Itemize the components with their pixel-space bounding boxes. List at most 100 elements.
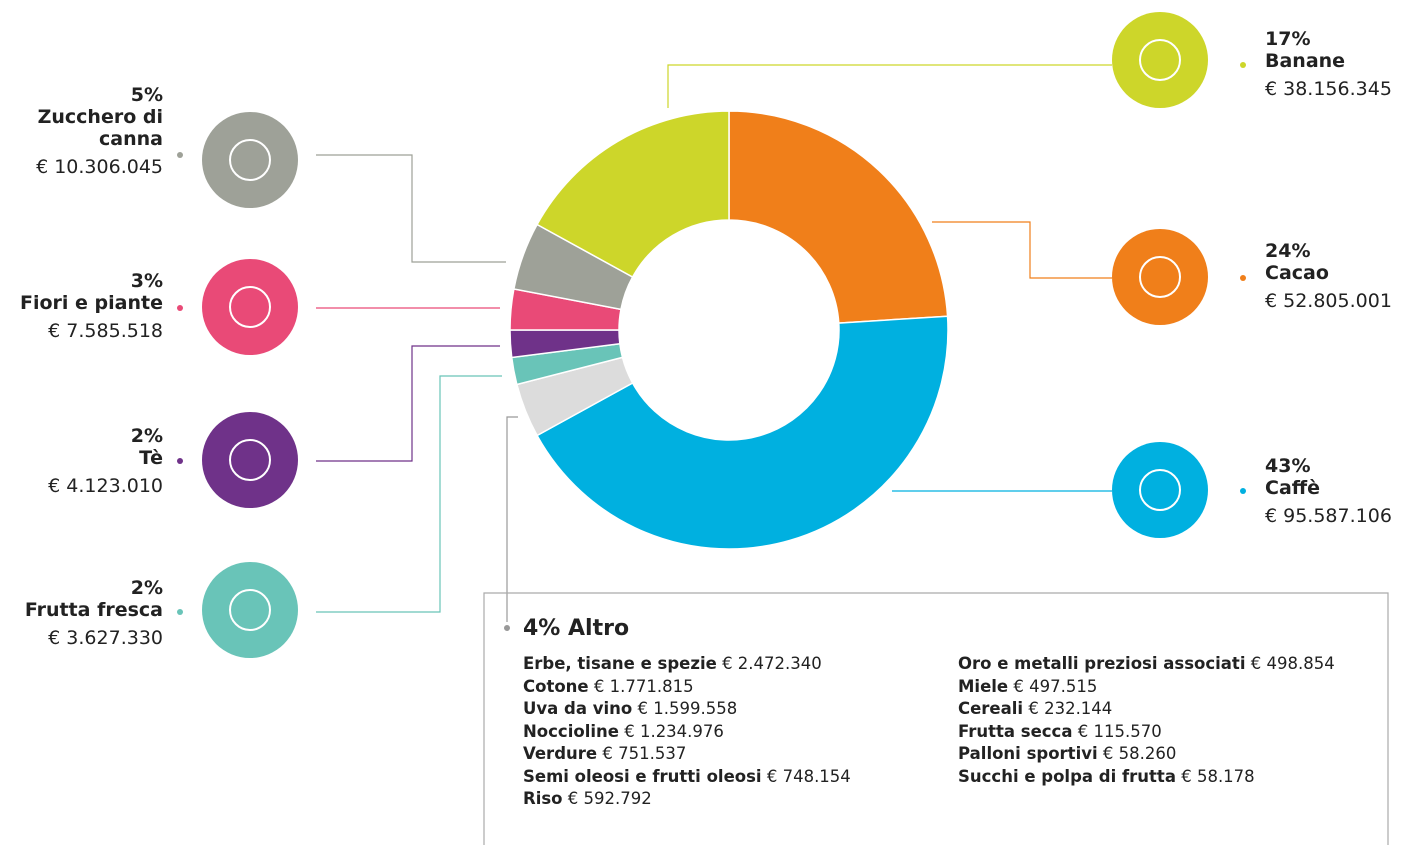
item-amount: € 592.792: [567, 789, 652, 808]
item-amount: € 58.260: [1102, 744, 1177, 763]
item-name: Noccioline: [523, 721, 619, 741]
slice-label: 17% Banane € 38.156.345: [1265, 28, 1405, 100]
item-name: Miele: [958, 676, 1009, 696]
connector: [932, 221, 1112, 279]
altro-item: Palloni sportivi € 58.260: [958, 744, 1176, 763]
item-name: Riso: [523, 789, 563, 808]
item-name: Erbe, tisane e spezie: [523, 654, 717, 673]
item-name: Succhi e polpa di frutta: [958, 766, 1176, 786]
altro-box: [483, 592, 1389, 845]
slice-label: 43% Caffè € 95.587.106: [1265, 455, 1405, 527]
category: Fiori e piante: [20, 292, 163, 314]
item-amount: € 115.570: [1077, 721, 1162, 741]
icon: [229, 589, 271, 631]
percent: 2%: [130, 577, 163, 599]
item-amount: € 748.154: [766, 766, 851, 786]
altro-name: Altro: [568, 616, 630, 641]
altro-item: Cotone € 1.771.815: [523, 677, 694, 696]
altro-item: Verdure € 751.537: [523, 744, 686, 763]
dot: [177, 305, 183, 311]
percent: 17%: [1265, 28, 1311, 50]
altro-title: 4% Altro: [523, 616, 629, 641]
altro-item: Oro e metalli preziosi associati € 498.8…: [958, 654, 1335, 673]
percent: 5%: [130, 84, 163, 106]
item-name: Cereali: [958, 699, 1024, 718]
icon-circle: [202, 412, 298, 508]
icon: [229, 286, 271, 328]
altro-item: Semi oleosi e frutti oleosi € 748.154: [523, 767, 851, 786]
category: Banane: [1265, 50, 1346, 72]
category: Zucchero di canna: [37, 106, 163, 150]
item-name: Frutta secca: [958, 721, 1073, 741]
dot: [1240, 62, 1246, 68]
altro-item: Cereali € 232.144: [958, 699, 1112, 718]
item-amount: € 751.537: [602, 744, 687, 763]
item-amount: € 58.178: [1181, 766, 1255, 786]
category: Cacao: [1265, 262, 1329, 284]
icon: [1139, 469, 1181, 511]
altro-item: Succhi e polpa di frutta € 58.178: [958, 767, 1255, 786]
icon-circle: [1112, 12, 1208, 108]
altro-item: Frutta secca € 115.570: [958, 722, 1162, 741]
slice: [536, 110, 730, 279]
amount: € 10.306.045: [36, 156, 163, 178]
item-name: Verdure: [523, 744, 598, 763]
icon: [1139, 39, 1181, 81]
icon: [1139, 256, 1181, 298]
item-amount: € 232.144: [1028, 699, 1113, 718]
icon-circle: [202, 112, 298, 208]
dot: [177, 458, 183, 464]
altro-item: Uva da vino € 1.599.558: [523, 699, 737, 718]
connector: [316, 345, 500, 462]
icon-circle: [1112, 442, 1208, 538]
slice: [728, 110, 949, 324]
connectors: [316, 64, 1389, 845]
category: Caffè: [1265, 477, 1321, 499]
altro-item: Miele € 497.515: [958, 677, 1097, 696]
amount: € 38.156.345: [1265, 78, 1392, 100]
altro-item: Noccioline € 1.234.976: [523, 722, 724, 741]
item-name: Palloni sportivi: [958, 744, 1098, 763]
item-amount: € 1.234.976: [624, 721, 724, 741]
amount: € 4.123.010: [48, 475, 163, 497]
percent: 2%: [130, 425, 163, 447]
icon-circle: [202, 562, 298, 658]
percent: 3%: [130, 270, 163, 292]
amount: € 52.805.001: [1265, 290, 1392, 312]
connector: [506, 416, 518, 622]
item-name: Cotone: [523, 676, 589, 696]
percent: 43%: [1265, 455, 1311, 477]
amount: € 3.627.330: [48, 627, 163, 649]
item-name: Oro e metalli preziosi associati: [958, 654, 1246, 673]
slice-label: 24% Cacao € 52.805.001: [1265, 240, 1405, 312]
icon: [229, 139, 271, 181]
item-amount: € 498.854: [1250, 654, 1335, 673]
item-amount: € 2.472.340: [722, 654, 822, 673]
amount: € 7.585.518: [48, 320, 163, 342]
slice: [536, 315, 949, 550]
dot: [1240, 275, 1246, 281]
item-amount: € 497.515: [1013, 676, 1098, 696]
category: Frutta fresca: [24, 599, 163, 621]
altro-percent: 4%: [523, 616, 561, 641]
percent: 24%: [1265, 240, 1311, 262]
dots: [177, 62, 1246, 631]
dot: [504, 625, 510, 631]
item-amount: € 1.599.558: [637, 699, 738, 718]
altro-item: Riso € 592.792: [523, 789, 652, 808]
slice-label: 2% Tè € 4.123.010: [0, 425, 163, 497]
dot: [177, 609, 183, 615]
slice-label: 3% Fiori e piante € 7.585.518: [0, 270, 163, 342]
altro-item: Erbe, tisane e spezie € 2.472.340: [523, 654, 822, 673]
category: Tè: [139, 447, 163, 469]
dot: [177, 152, 183, 158]
connector: [667, 64, 1112, 108]
item-name: Uva da vino: [523, 699, 633, 718]
slice-label: 2% Frutta fresca € 3.627.330: [0, 577, 163, 649]
icon-circle: [202, 259, 298, 355]
connector: [316, 154, 506, 263]
dot: [1240, 488, 1246, 494]
icon-circle: [1112, 229, 1208, 325]
